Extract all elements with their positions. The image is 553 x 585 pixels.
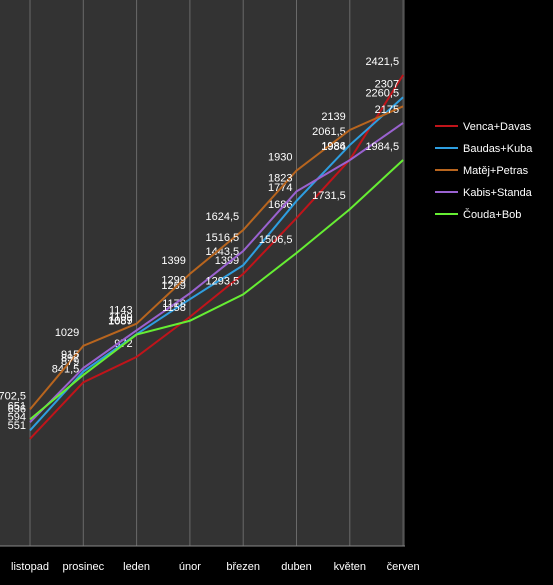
data-label: 1087 <box>108 316 132 328</box>
legend-label: Matěj+Petras <box>463 165 529 177</box>
data-label: 1930 <box>268 152 292 164</box>
data-label: 2061,5 <box>312 126 346 138</box>
data-label: 1109 <box>109 311 133 323</box>
series-line <box>29 105 404 411</box>
data-label: 1624,5 <box>206 211 240 223</box>
data-label: 1731,5 <box>312 190 346 202</box>
x-tick-label: květen <box>334 561 366 573</box>
data-label: 594 <box>8 411 26 423</box>
data-label: 1299 <box>161 274 185 286</box>
data-label: 879 <box>61 356 79 368</box>
legend-label: Kabis+Standa <box>463 187 533 199</box>
data-label: 1029 <box>55 327 79 339</box>
x-tick-label: březen <box>226 561 260 573</box>
data-label: 1984,5 <box>365 141 399 153</box>
series-line <box>29 96 404 432</box>
data-label: 2307 <box>375 78 399 90</box>
data-label: 702,5 <box>0 390 26 402</box>
data-label: 1986 <box>321 141 345 153</box>
x-tick-label: prosinec <box>63 561 105 573</box>
legend-label: Čouda+Bob <box>463 208 521 221</box>
data-label: 1399 <box>161 255 185 267</box>
data-label: 2260,5 <box>365 87 399 99</box>
data-label: 915 <box>61 349 79 361</box>
data-label: 1158 <box>162 302 186 314</box>
data-label: 1984 <box>321 141 345 153</box>
data-label: 2139 <box>321 111 345 123</box>
x-tick-label: červen <box>387 561 420 573</box>
data-label: 1293,5 <box>206 275 240 287</box>
legend-label: Baudas+Kuba <box>463 143 533 155</box>
x-tick-label: duben <box>281 561 312 573</box>
data-label: 1143 <box>109 305 133 317</box>
data-label: 636 <box>8 403 26 415</box>
data-label: 1089 <box>108 315 132 327</box>
x-tick-label: listopad <box>11 561 49 573</box>
data-label: 841,5 <box>52 363 80 375</box>
x-tick-label: únor <box>179 561 201 573</box>
x-tick-label: leden <box>123 561 150 573</box>
data-label: 651 <box>8 400 26 412</box>
series-line <box>29 159 404 421</box>
data-label: 2421,5 <box>365 56 399 68</box>
series-line <box>29 122 404 423</box>
plot-area <box>0 0 405 546</box>
data-label: 1506,5 <box>259 234 293 246</box>
legend-label: Venca+Davas <box>463 121 532 133</box>
data-label: 1823 <box>268 172 292 184</box>
series-line <box>29 74 404 440</box>
data-label: 551 <box>8 420 26 432</box>
data-label: 2175 <box>375 104 399 116</box>
data-label: 1516,5 <box>206 232 240 244</box>
